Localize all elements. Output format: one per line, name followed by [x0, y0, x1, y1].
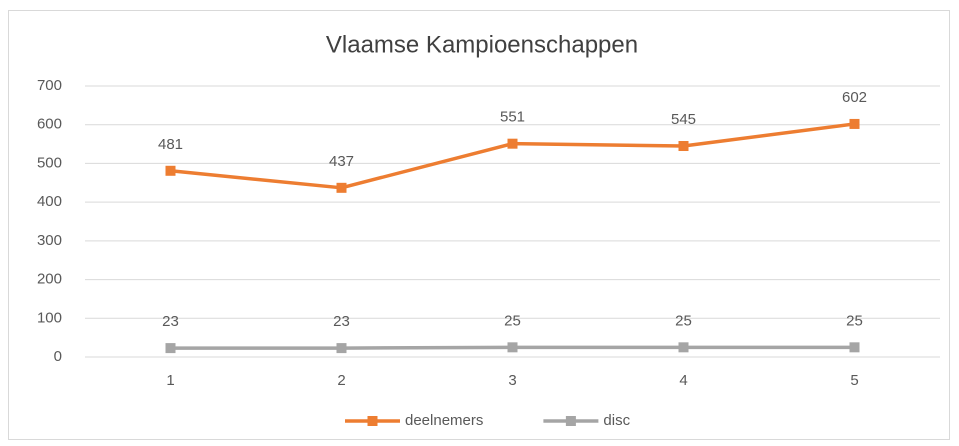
data-label: 545	[671, 111, 696, 128]
y-tick-label: 500	[37, 154, 62, 171]
marker	[336, 343, 347, 354]
y-tick-label: 700	[37, 77, 62, 94]
marker	[678, 342, 689, 353]
y-tick-label: 400	[37, 193, 62, 210]
data-label: 25	[504, 312, 521, 329]
chart-title: Vlaamse Kampioenschappen	[326, 31, 638, 58]
marker	[849, 118, 860, 129]
x-tick-label: 4	[679, 372, 687, 389]
data-label: 602	[842, 89, 867, 106]
data-label: 25	[675, 312, 692, 329]
y-tick-label: 200	[37, 271, 62, 288]
x-tick-label: 5	[850, 372, 858, 389]
marker	[849, 342, 860, 353]
data-label: 23	[162, 313, 179, 330]
chart-border	[8, 10, 950, 440]
x-tick-label: 3	[508, 372, 516, 389]
y-tick-label: 0	[54, 348, 62, 365]
marker	[507, 138, 518, 149]
y-tick-label: 300	[37, 232, 62, 249]
y-tick-label: 600	[37, 116, 62, 133]
marker	[678, 141, 689, 152]
marker	[336, 182, 347, 193]
legend-marker	[565, 416, 576, 426]
legend-marker	[367, 416, 378, 426]
marker	[165, 165, 176, 176]
data-label: 25	[846, 312, 863, 329]
legend-label: deelnemers	[405, 412, 483, 429]
data-label: 23	[333, 313, 350, 330]
data-label: 437	[329, 153, 354, 170]
y-tick-label: 100	[37, 309, 62, 326]
x-tick-label: 2	[337, 372, 345, 389]
marker	[165, 343, 176, 354]
marker	[507, 342, 518, 353]
x-tick-label: 1	[166, 372, 174, 389]
data-label: 551	[500, 109, 525, 126]
legend-label: disc	[603, 412, 630, 429]
data-label: 481	[158, 136, 183, 153]
